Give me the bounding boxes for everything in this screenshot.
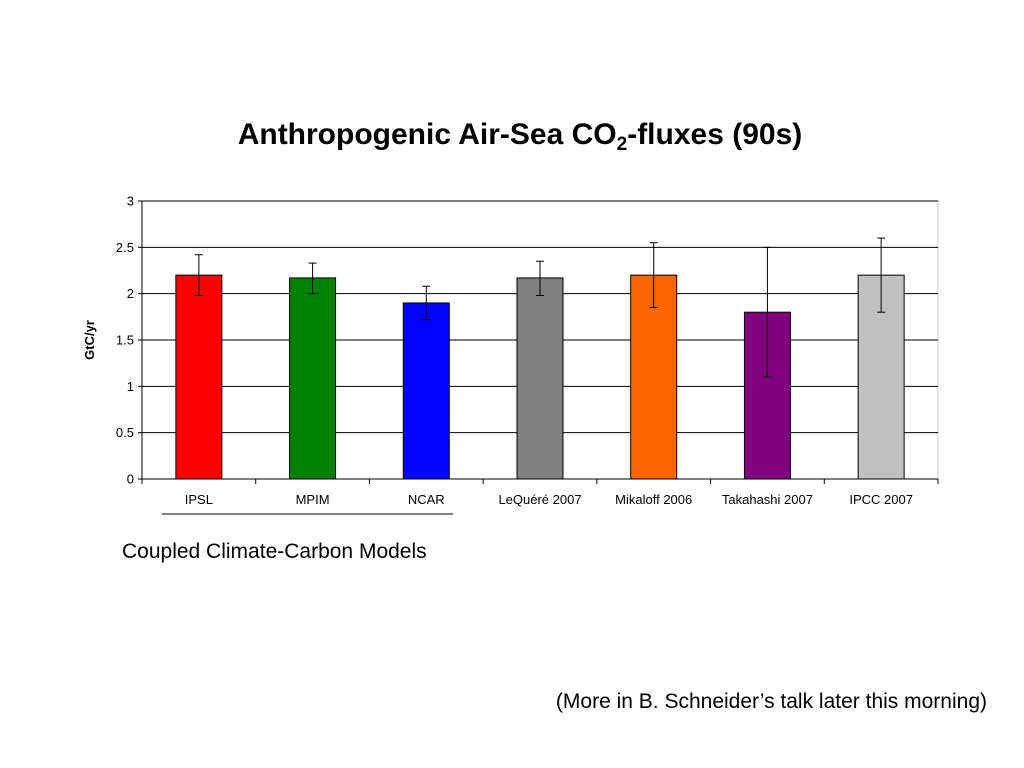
group-caption: Coupled Climate-Carbon Models bbox=[122, 540, 427, 563]
y-tick-label: 1 bbox=[127, 379, 134, 394]
bar-lequ-r-2007 bbox=[516, 277, 564, 480]
slide-title: Anthropogenic Air-Sea CO2-fluxes (90s) bbox=[0, 118, 1024, 155]
x-tick-label: LeQuéré 2007 bbox=[498, 492, 581, 507]
slide-title-subscript: 2 bbox=[616, 134, 628, 155]
x-tick-label: NCAR bbox=[408, 492, 445, 507]
x-tick-label: Mikaloff 2006 bbox=[615, 492, 692, 507]
x-tick-label: Takahashi 2007 bbox=[722, 492, 813, 507]
x-tick-label: IPSL bbox=[185, 492, 213, 507]
bar-takahashi-2007 bbox=[743, 311, 791, 480]
x-tick-label: IPCC 2007 bbox=[849, 492, 913, 507]
slide-title-tail: -fluxes (90s) bbox=[627, 118, 803, 151]
y-axis-label: GtC/yr bbox=[82, 320, 97, 360]
y-tick-label: 2 bbox=[127, 286, 134, 301]
y-tick-label: 2.5 bbox=[116, 240, 134, 255]
bars bbox=[175, 237, 905, 480]
y-tick-label: 0.5 bbox=[116, 425, 134, 440]
slide-title-main: Anthropogenic Air-Sea CO bbox=[237, 118, 617, 151]
tick-labels: 0 0.5 1 1.5 2 2.5 3 GtC/yr IPSL MPIM NCAR LeQuéré 2… bbox=[82, 194, 913, 508]
y-tick-label: 0 bbox=[127, 472, 134, 487]
bar-ipsl bbox=[175, 274, 223, 480]
x-tick-label: MPIM bbox=[296, 492, 330, 507]
bar-ncar bbox=[402, 302, 450, 480]
footnote: (More in B. Schneider’s talk later this … bbox=[555, 690, 987, 713]
bar-mpim bbox=[289, 277, 337, 480]
y-tick-label: 1.5 bbox=[116, 333, 134, 348]
y-tick-label: 3 bbox=[127, 194, 134, 209]
bar-mikaloff-2006 bbox=[630, 274, 678, 480]
axes bbox=[138, 200, 939, 515]
